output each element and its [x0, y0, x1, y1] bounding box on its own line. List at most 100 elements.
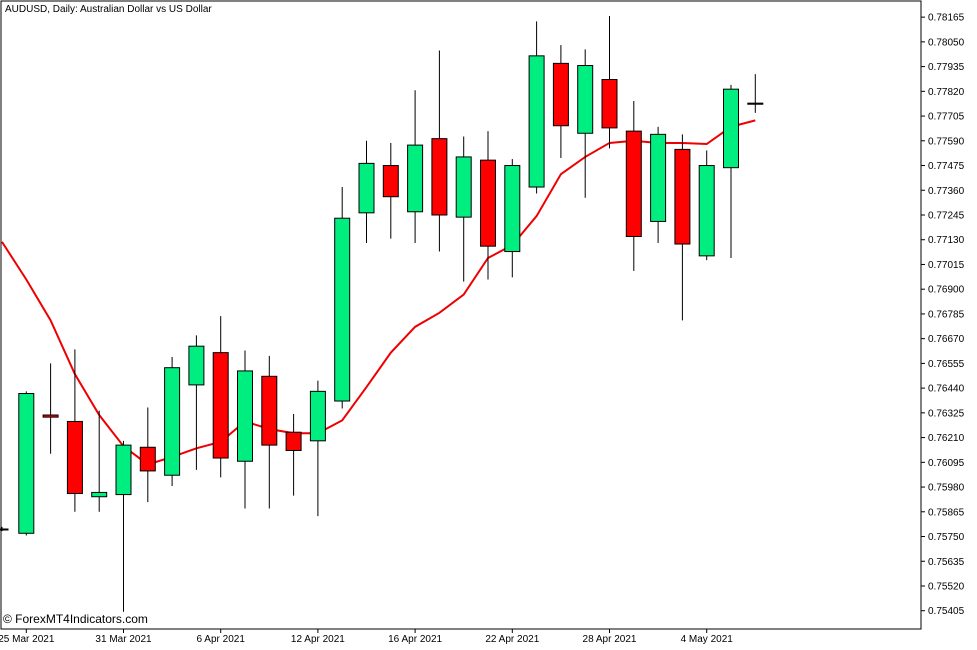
bull-candle [309, 380, 326, 517]
bear-candle [747, 74, 764, 113]
candle-body [431, 138, 448, 216]
candle-body [625, 130, 642, 237]
y-tick-label: 0.77590 [928, 136, 965, 147]
candle-body [66, 420, 83, 495]
candles [0, 16, 764, 612]
bear-candle [212, 316, 229, 478]
x-tick-label: 28 Apr 2021 [583, 634, 637, 645]
y-tick-label: 0.75635 [928, 557, 965, 568]
bull-candle [164, 356, 181, 486]
bull-candle [334, 187, 351, 409]
candle-body [601, 79, 618, 129]
candle-body [747, 102, 764, 105]
bear-candle [480, 131, 496, 280]
x-tick-label: 6 Apr 2021 [197, 634, 246, 645]
bull-candle [115, 440, 132, 612]
x-tick-label: 12 Apr 2021 [291, 634, 345, 645]
bull-candle [237, 350, 253, 509]
y-tick-label: 0.75405 [928, 606, 965, 617]
bull-candle [455, 136, 472, 282]
y-tick-label: 0.77820 [928, 87, 965, 98]
bear-candle [42, 363, 59, 454]
chart-title: AUDUSD, Daily: Australian Dollar vs US D… [5, 4, 212, 15]
plot-area [0, 0, 922, 630]
candle-body [650, 133, 667, 222]
candle-body [334, 217, 351, 402]
candle-body [212, 352, 229, 459]
y-tick-label: 0.77015 [928, 260, 965, 271]
x-tick-label: 16 Apr 2021 [388, 634, 442, 645]
candle-body [261, 375, 278, 446]
candle-body [285, 431, 302, 451]
y-tick-label: 0.76555 [928, 359, 965, 370]
bull-candle [528, 21, 545, 194]
bear-candle [139, 407, 156, 503]
x-tick-label: 4 May 2021 [681, 634, 734, 645]
candle-body [577, 65, 594, 134]
y-tick-label: 0.76440 [928, 384, 965, 395]
bear-candle [261, 355, 278, 509]
bull-candle [188, 335, 205, 470]
bear-candle [552, 45, 569, 158]
bull-candle [0, 526, 9, 532]
y-tick-label: 0.76785 [928, 309, 965, 320]
candle-body [115, 444, 132, 496]
candle-body [91, 491, 108, 498]
y-tick-label: 0.76670 [928, 334, 965, 345]
y-tick-label: 0.77245 [928, 210, 965, 221]
candle-body [0, 528, 9, 531]
bear-candle [674, 134, 691, 321]
bear-candle [601, 16, 618, 149]
x-tick-label: 22 Apr 2021 [485, 634, 539, 645]
candle-body [504, 165, 521, 253]
candle-body [698, 165, 715, 257]
y-tick-label: 0.77475 [928, 161, 965, 172]
candle-body [164, 367, 181, 476]
y-tick-label: 0.77705 [928, 112, 965, 123]
x-tick-label: 31 Mar 2021 [95, 634, 152, 645]
candle-body [455, 156, 472, 218]
candle-body [139, 446, 156, 472]
candle-body [188, 345, 205, 386]
y-tick-label: 0.77130 [928, 235, 965, 246]
bull-candle [650, 126, 667, 243]
watermark: © ForexMT4Indicators.com [3, 612, 148, 626]
bull-candle [723, 84, 739, 259]
y-tick-label: 0.76095 [928, 458, 965, 469]
y-tick-label: 0.76325 [928, 408, 965, 419]
y-tick-label: 0.78050 [928, 37, 965, 48]
bull-candle [91, 410, 108, 512]
y-tick-label: 0.75750 [928, 532, 965, 543]
candle-body [237, 370, 253, 462]
candle-body [42, 414, 59, 418]
y-tick-label: 0.76210 [928, 433, 965, 444]
y-tick-label: 0.75520 [928, 581, 965, 592]
bull-candle [698, 150, 715, 261]
bear-candle [625, 101, 642, 271]
bear-candle [382, 142, 399, 239]
y-tick-label: 0.77360 [928, 186, 965, 197]
bear-candle [431, 50, 448, 252]
bear-candle [66, 349, 83, 512]
bull-candle [577, 49, 594, 198]
candle-body [528, 55, 545, 188]
y-axis: 0.78165 0.78050 0.77935 0.77820 0.77705 0.775… [921, 13, 965, 617]
x-tick-label: 25 Mar 2021 [0, 634, 55, 645]
candle-body [552, 62, 569, 127]
candle-body [382, 165, 399, 198]
bear-candle [285, 413, 302, 496]
y-tick-label: 0.77935 [928, 62, 965, 73]
candle-body [309, 390, 326, 442]
candle-body [18, 393, 35, 534]
y-tick-label: 0.75980 [928, 483, 965, 494]
bull-candle [18, 391, 35, 536]
y-tick-label: 0.76900 [928, 285, 965, 296]
candle-body [674, 148, 691, 245]
bull-candle [504, 159, 521, 278]
bull-candle [358, 140, 375, 243]
candle-body [407, 144, 424, 213]
y-tick-label: 0.75865 [928, 507, 965, 518]
x-axis: 25 Mar 2021 31 Mar 2021 6 Apr 2021 12 Apr 2… [0, 629, 733, 645]
y-tick-label: 0.78165 [928, 13, 965, 24]
